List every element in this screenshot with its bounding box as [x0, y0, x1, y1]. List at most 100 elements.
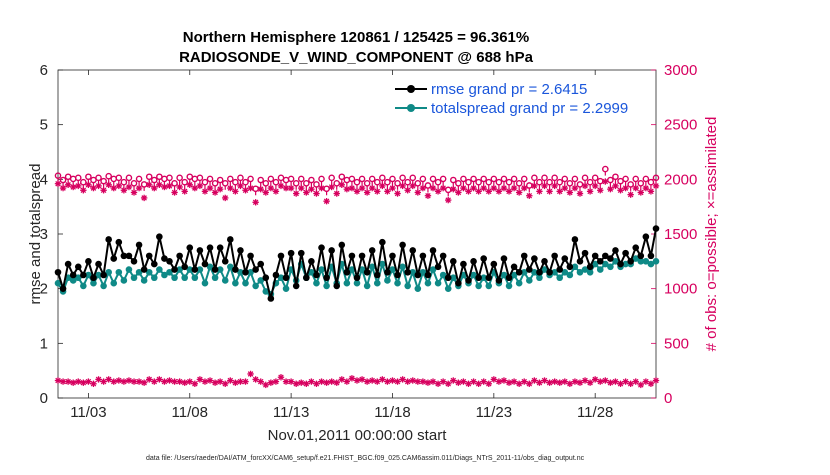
obs-assimilated-point [490, 184, 498, 192]
rmse-point [95, 260, 102, 268]
obs-low-point [384, 378, 391, 385]
rmse-point [161, 255, 168, 262]
obs-possible-ring [470, 175, 477, 183]
rmse-layer [54, 225, 660, 302]
obs-assimilated-point [95, 182, 102, 190]
obs-possible-ring [394, 179, 401, 187]
rmse-point [632, 244, 640, 251]
spread-point [54, 279, 62, 287]
obs-assim-d2 [283, 378, 289, 385]
obs-assimilated-point [652, 182, 660, 190]
obs-assim-d2 [308, 378, 315, 385]
obs-assimilated-point [257, 185, 264, 193]
obs-low-point [571, 378, 579, 385]
obs-low-point [201, 378, 209, 385]
obs-assim-d2 [567, 189, 573, 196]
obs-low-point [90, 380, 97, 387]
obs-assim-d2 [75, 378, 82, 385]
spread-point [652, 258, 660, 265]
obs-possible-point [130, 179, 138, 190]
obs-assim-d2 [80, 379, 87, 386]
obs-assim-d2 [541, 183, 548, 189]
obs-possible-point [439, 175, 447, 186]
rmse-point [120, 252, 128, 260]
rmse-point [85, 258, 92, 265]
obs-assimilated-point [222, 194, 229, 202]
obs-low-point [429, 378, 437, 385]
obs-assim-d2 [394, 190, 401, 197]
spread-point [632, 255, 640, 262]
obs-assim-d2 [415, 378, 421, 385]
obs-assim-d2 [394, 378, 401, 385]
obs-assim-d2 [288, 185, 294, 191]
obs-assimilated-point [54, 180, 62, 187]
obs-assim-d2 [181, 188, 188, 195]
obs-assim-d2 [612, 183, 619, 189]
rmse-point [642, 233, 650, 241]
spread-point [551, 268, 558, 276]
obs-possible-point [262, 179, 270, 190]
x-tick-label: 11/03 [70, 404, 106, 421]
obs-assim-d2 [187, 182, 193, 188]
obs-possible-ring [85, 173, 92, 181]
obs-low-point [607, 379, 614, 386]
spread-point [470, 271, 477, 279]
obs-assim-d2 [293, 381, 299, 387]
spread-point [227, 263, 234, 271]
spread-point [510, 271, 518, 279]
obs-assim-d2 [202, 188, 208, 195]
obs-assimilated-point [607, 185, 614, 193]
obs-assim-d2 [298, 185, 305, 191]
obs-possible-point [480, 175, 487, 186]
obs-assim-d2 [339, 182, 345, 188]
obs-possible-ring [409, 174, 417, 182]
obs-low-point [612, 378, 619, 385]
obs-assim-d2 [384, 378, 391, 385]
spread-point [69, 277, 77, 284]
obs-possible-ring [308, 176, 315, 184]
spread-point [171, 274, 178, 282]
obs-possible-point [176, 174, 183, 185]
obs-assimilated-point [64, 181, 72, 188]
obs-assim-d2 [486, 381, 492, 387]
obs-low-point [531, 377, 538, 384]
obs-low-point [490, 376, 498, 383]
obs-assim-d2 [257, 186, 264, 192]
obs-low-point [166, 377, 173, 384]
obs-assim-d2 [288, 378, 294, 385]
obs-assimilated-point [404, 187, 411, 194]
obs-possible-ring [247, 175, 254, 183]
x-tick-label: 11/28 [577, 404, 613, 421]
obs-low-point [323, 379, 330, 386]
obs-assimilated-point [242, 187, 249, 194]
obs-possible-ring [490, 175, 498, 183]
obs-assimilated-point [536, 188, 543, 195]
obs-assim-d2 [597, 378, 604, 385]
obs-possible-point [566, 179, 574, 190]
obs-assimilated-point [414, 189, 422, 196]
obs-assimilated-point [140, 194, 148, 202]
obs-assim-d2 [607, 379, 614, 386]
rmse-point [536, 268, 543, 276]
y-right-tick-label: 2000 [664, 171, 697, 188]
obs-possible-point [135, 175, 143, 186]
obs-possible-point [642, 175, 650, 186]
legend-rmse-marker [407, 85, 415, 93]
spread-point [571, 263, 579, 271]
obs-assim-d2 [556, 188, 563, 195]
rmse-point [186, 244, 194, 251]
obs-assim-d2 [551, 183, 558, 189]
obs-assim-d2 [131, 189, 137, 196]
obs-low-point [363, 378, 371, 385]
obs-assim-d2 [475, 381, 482, 387]
obs-assim-d2 [313, 190, 320, 197]
rmse-point [379, 238, 386, 246]
rmse-point [455, 279, 462, 287]
spread-point [74, 274, 82, 282]
obs-low-point [505, 379, 513, 386]
rmse-point [546, 268, 553, 276]
obs-assim-d2 [65, 182, 71, 188]
obs-assim-d2 [237, 183, 244, 189]
y-right-tick-label: 3000 [664, 62, 697, 79]
obs-assimilated-point [485, 188, 492, 195]
